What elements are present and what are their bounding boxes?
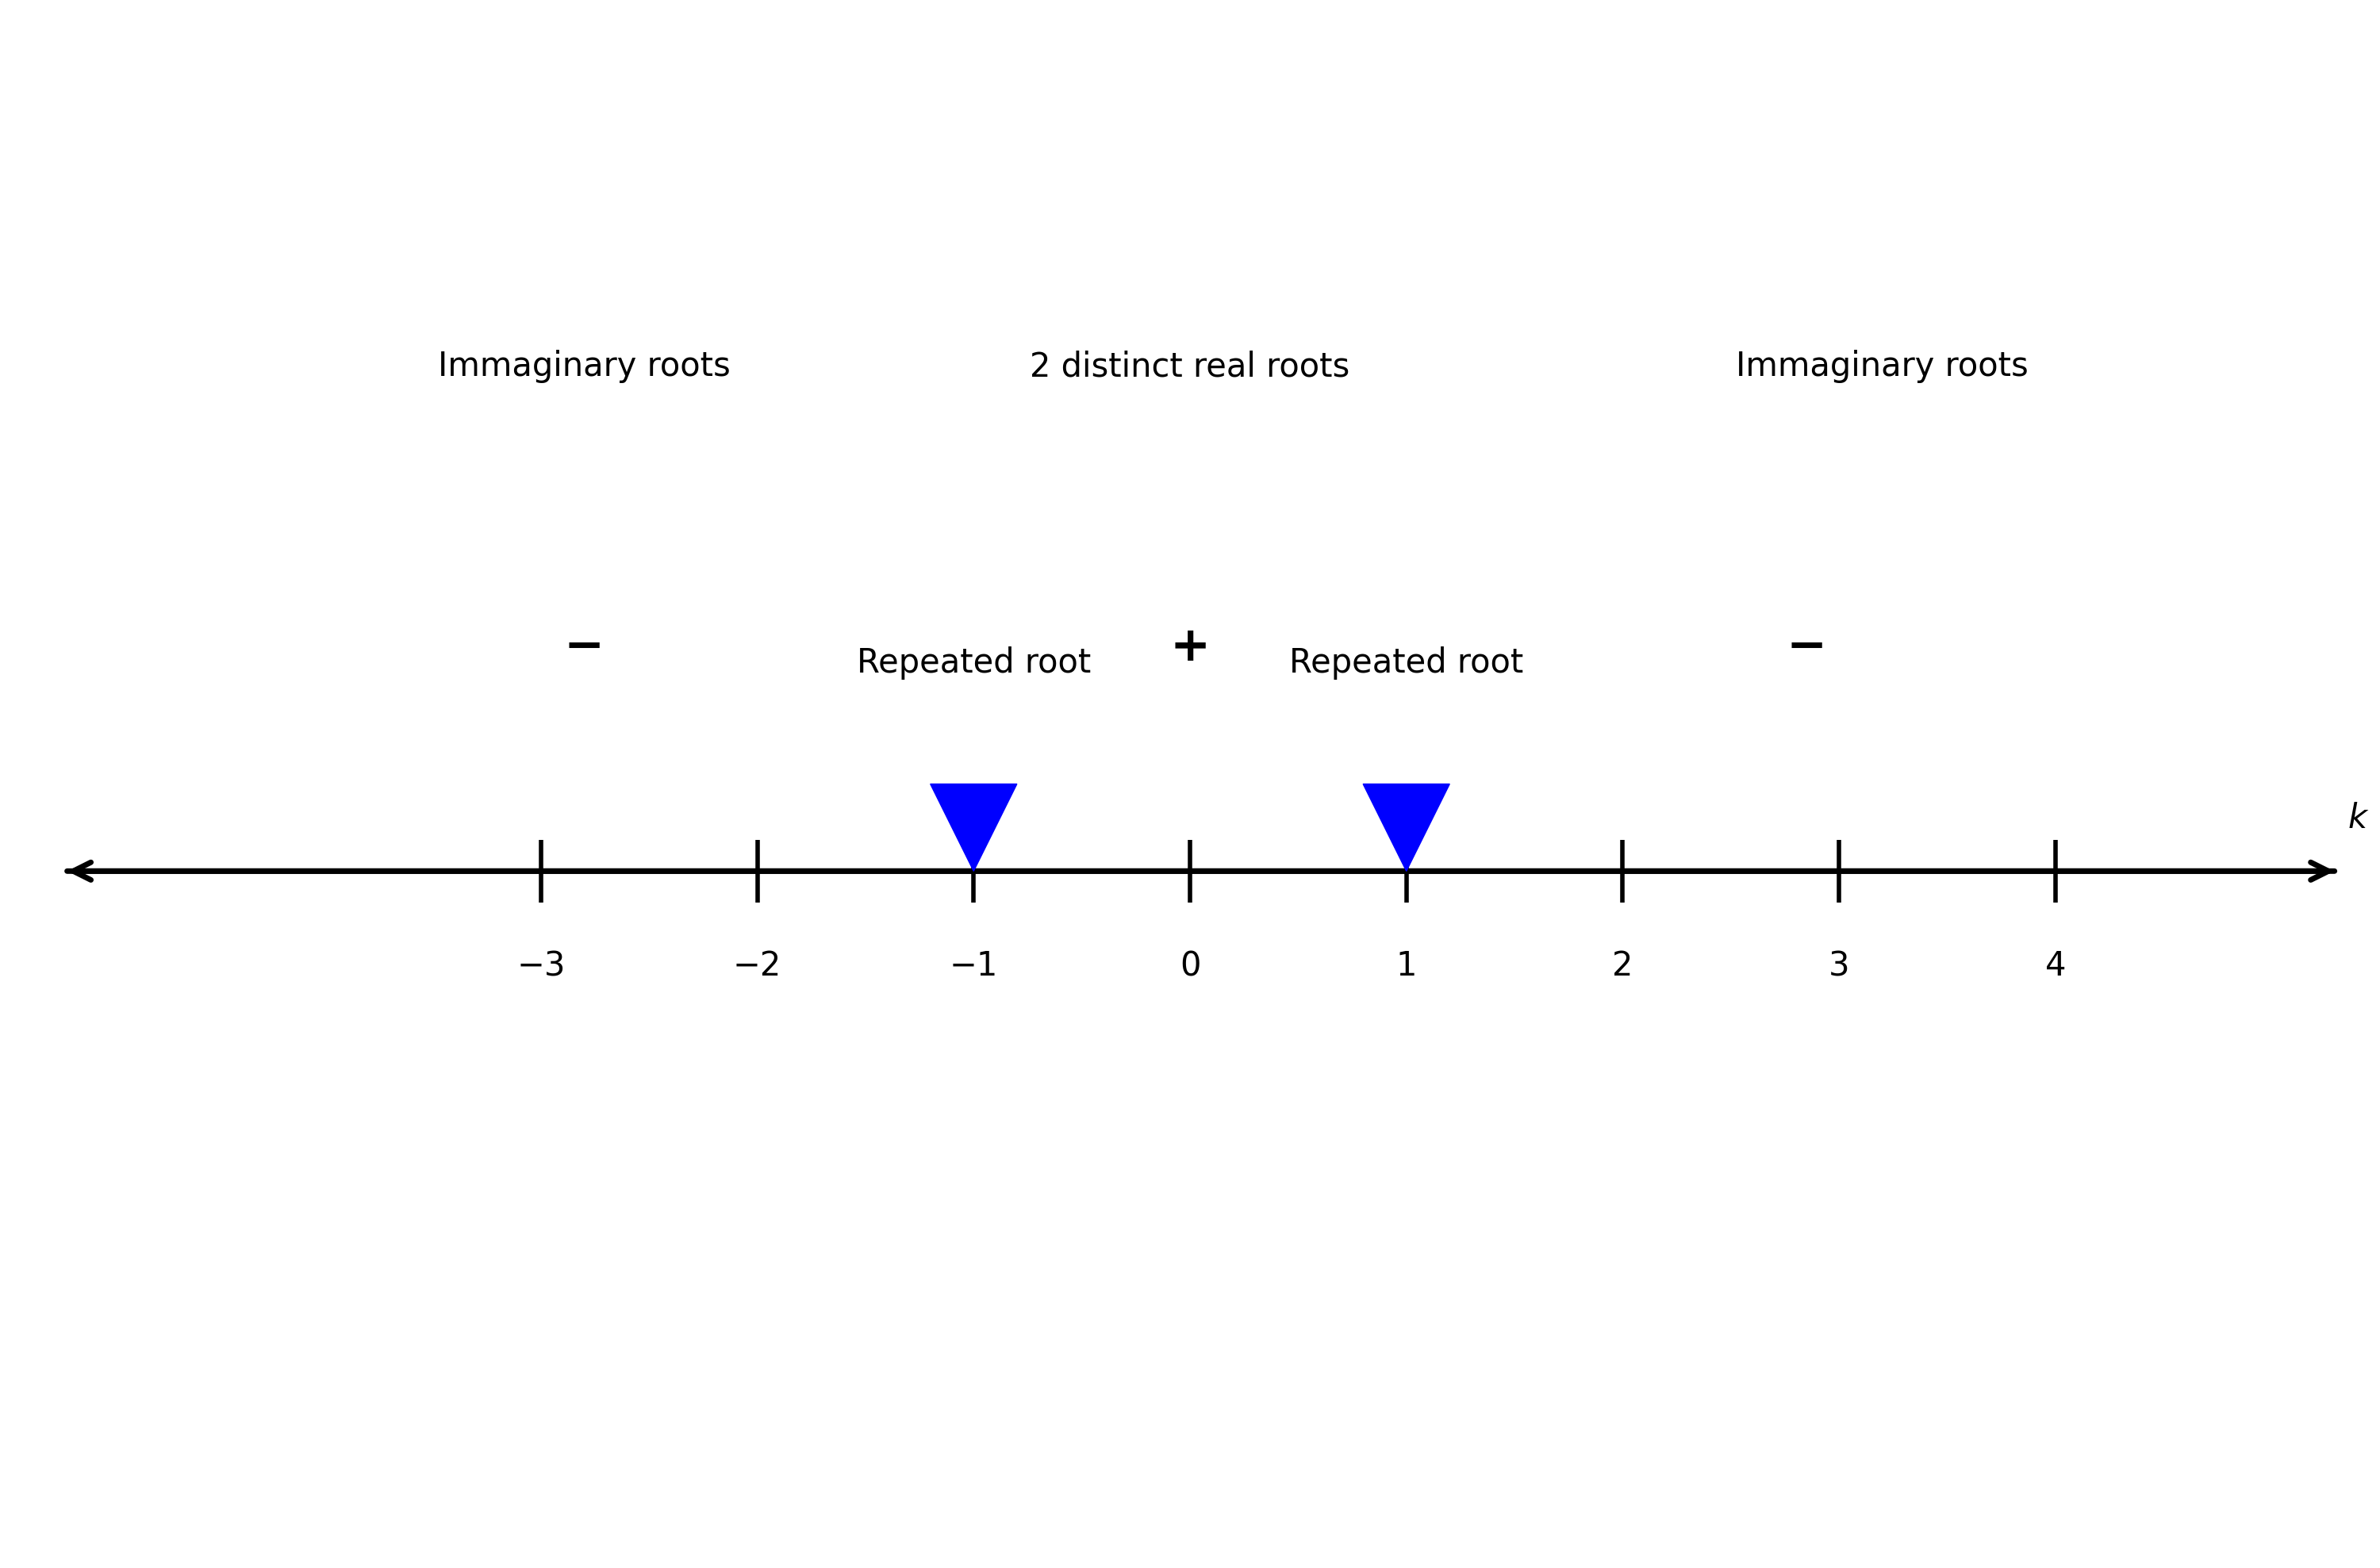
Text: −: − bbox=[564, 624, 605, 671]
Text: −2: −2 bbox=[733, 950, 781, 983]
Text: −3: −3 bbox=[516, 950, 566, 983]
Text: Immaginary roots: Immaginary roots bbox=[438, 350, 731, 383]
Text: −: − bbox=[1787, 624, 1828, 671]
Text: +: + bbox=[1169, 624, 1211, 671]
Text: 1: 1 bbox=[1395, 950, 1416, 983]
Text: 0: 0 bbox=[1180, 950, 1200, 983]
Text: 3: 3 bbox=[1828, 950, 1849, 983]
Polygon shape bbox=[1364, 784, 1449, 872]
Text: −1: −1 bbox=[950, 950, 997, 983]
Text: Immaginary roots: Immaginary roots bbox=[1735, 350, 2028, 383]
Text: k: k bbox=[2347, 803, 2366, 836]
Text: Repeated root: Repeated root bbox=[857, 646, 1090, 679]
Text: 2 distinct real roots: 2 distinct real roots bbox=[1031, 350, 1349, 383]
Text: 2: 2 bbox=[1611, 950, 1633, 983]
Polygon shape bbox=[931, 784, 1016, 872]
Text: Repeated root: Repeated root bbox=[1290, 646, 1523, 679]
Text: 4: 4 bbox=[2044, 950, 2066, 983]
